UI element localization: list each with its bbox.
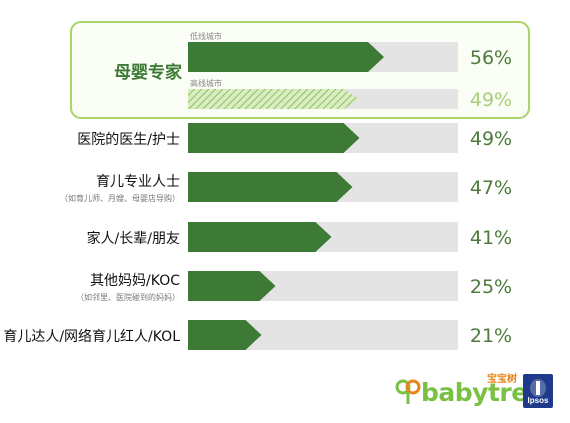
value-label: 21% <box>470 325 512 347</box>
category-label: 育儿专业人士 <box>96 174 180 190</box>
bar <box>188 222 332 252</box>
value-label: 25% <box>470 276 512 298</box>
bar <box>188 123 360 153</box>
bar <box>188 172 353 202</box>
series-label: 低线城市 <box>190 31 222 41</box>
ipsos-logo-icon: Ipsos <box>523 374 553 408</box>
value-label: 56% <box>470 47 512 69</box>
category-label: 育儿达人/网络育儿红人/KOL <box>3 329 180 345</box>
series-label: 高线城市 <box>190 78 222 88</box>
value-label: 49% <box>470 128 512 150</box>
value-label: 47% <box>470 177 512 199</box>
highlight-label: 母婴专家 <box>114 62 182 83</box>
category-sublabel: （如邻里、医院碰到的妈妈） <box>76 292 180 302</box>
logo-row: babytree 宝宝树 Ipsos <box>395 374 555 412</box>
babytree-cn-wordmark: 宝宝树 <box>487 374 517 385</box>
value-label: 41% <box>470 227 512 249</box>
bar <box>188 320 262 350</box>
ipsos-wordmark: Ipsos <box>527 396 549 405</box>
category-sublabel: （如育儿师、月嫂、母婴店导购） <box>60 193 180 203</box>
category-label: 其他妈妈/KOC <box>90 273 180 289</box>
bar <box>188 89 360 109</box>
bar <box>188 42 384 72</box>
babytree-logo-icon <box>395 379 421 404</box>
value-label: 49% <box>470 89 512 111</box>
category-label: 医院的医生/护士 <box>77 132 180 148</box>
category-label: 家人/长辈/朋友 <box>87 230 180 247</box>
bar <box>188 271 276 301</box>
